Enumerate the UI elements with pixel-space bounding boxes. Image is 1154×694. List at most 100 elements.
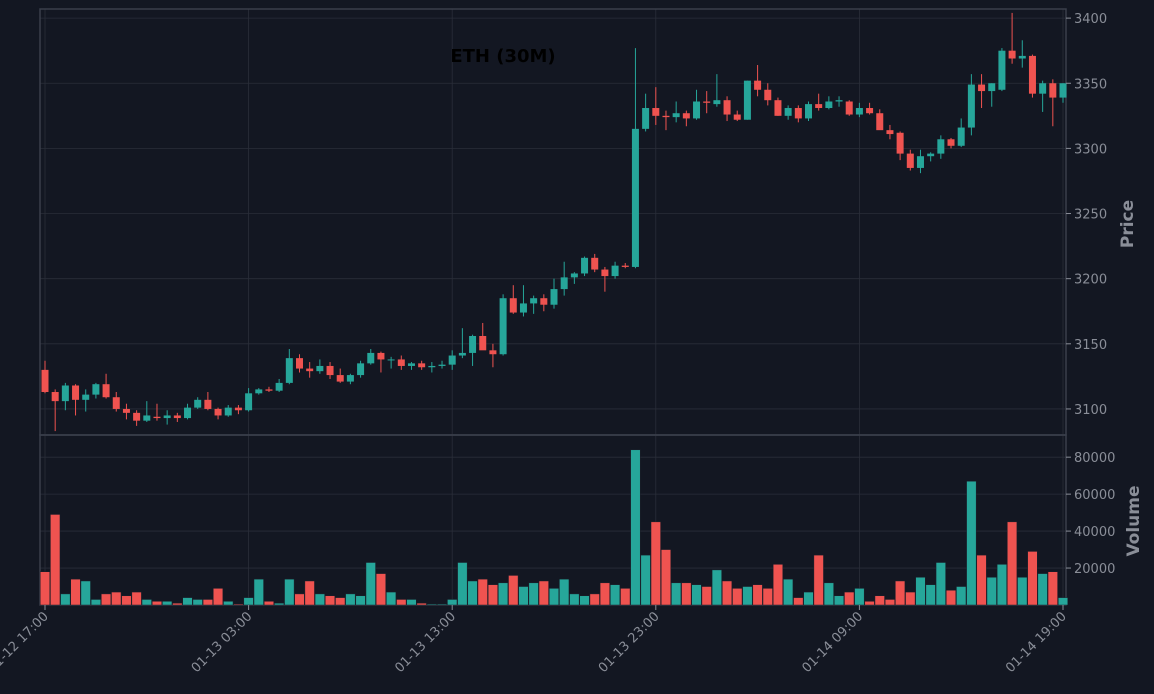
volume-bar: [243, 597, 254, 606]
volume-bar: [956, 586, 967, 606]
volume-bar: [121, 595, 132, 606]
volume-bar: [202, 599, 213, 606]
candle-body: [519, 303, 527, 313]
volume-bar: [742, 586, 753, 606]
candle-body: [1028, 55, 1036, 94]
volume-bar: [223, 601, 234, 606]
candle-body: [876, 113, 884, 131]
volume-bar: [783, 578, 794, 606]
volume-bar: [671, 582, 682, 606]
candle-body: [377, 352, 385, 360]
candle-body: [72, 385, 80, 400]
candle-body: [316, 365, 324, 372]
price-tick-label: 3350: [1074, 77, 1107, 92]
candle-body: [947, 139, 955, 146]
candle-body: [387, 359, 395, 361]
candle-body: [479, 335, 487, 351]
candle-body: [560, 277, 568, 290]
candle-body: [835, 100, 843, 102]
candle-body: [458, 352, 466, 356]
candle-body: [1039, 83, 1047, 94]
candle-body: [682, 113, 690, 119]
candle-body: [397, 359, 405, 366]
candle-body: [275, 382, 283, 391]
volume-bar: [976, 554, 987, 606]
volume-bar: [355, 595, 366, 606]
candle-body: [896, 132, 904, 154]
volume-bar: [813, 554, 824, 606]
volume-bar: [559, 578, 570, 606]
volume-bar: [732, 588, 743, 606]
volume-bar: [406, 599, 417, 606]
volume-bar: [253, 578, 264, 606]
volume-bar: [111, 591, 122, 606]
volume-bar: [793, 597, 804, 606]
candle-body: [784, 108, 792, 116]
candle-body: [916, 156, 924, 168]
candle-body: [418, 363, 426, 368]
candle-body: [509, 298, 517, 313]
candle-body: [407, 363, 415, 366]
volume-bar: [101, 593, 112, 606]
volume-bar: [90, 599, 101, 606]
volume-bar: [528, 582, 539, 606]
candle-body: [153, 416, 161, 419]
volume-bar: [314, 593, 325, 606]
candle-body: [642, 108, 650, 129]
volume-bar: [304, 580, 315, 606]
volume-bar: [1017, 577, 1028, 606]
volume-bar: [498, 582, 509, 606]
volume-bar: [874, 595, 885, 606]
candle-body: [855, 108, 863, 115]
volume-bar: [945, 589, 957, 606]
candle-body: [906, 153, 914, 168]
volume-tick-label: 20000: [1074, 562, 1115, 577]
volume-bar: [966, 480, 977, 606]
candle-body: [41, 369, 49, 393]
volume-bar: [447, 599, 458, 606]
volume-bar: [274, 602, 285, 606]
candle-body: [886, 130, 894, 135]
volume-bar: [691, 584, 702, 606]
volume-bars: [39, 449, 1069, 606]
volume-bar: [60, 593, 71, 606]
volume-bar: [50, 514, 61, 606]
candle-body: [530, 298, 538, 304]
volume-bar: [640, 554, 651, 606]
candle-body: [570, 273, 578, 278]
volume-bar: [80, 580, 91, 606]
candle-body: [733, 114, 741, 120]
candle-body: [265, 389, 273, 391]
volume-bar: [508, 575, 519, 606]
candle-body: [978, 84, 986, 92]
candle-body: [764, 89, 772, 101]
candle-body: [866, 108, 874, 114]
candle-body: [92, 384, 100, 395]
volume-axis-label: Volume: [1124, 485, 1144, 556]
price-tick-label: 3150: [1074, 338, 1107, 353]
volume-bar: [935, 562, 946, 606]
volume-bar: [701, 586, 712, 606]
candle-body: [61, 385, 69, 402]
candle-body: [163, 415, 171, 419]
candle-body: [998, 50, 1006, 90]
candle-body: [336, 375, 344, 382]
candle-body: [621, 265, 629, 267]
volume-bar: [569, 593, 580, 606]
volume-bar: [39, 571, 51, 606]
candle-body: [662, 115, 670, 118]
candle-body: [988, 83, 996, 92]
candle-body: [112, 397, 120, 409]
candle-body: [601, 269, 609, 277]
candle-body: [346, 375, 354, 382]
candle-body: [194, 399, 202, 408]
price-tick-label: 3100: [1074, 403, 1107, 418]
candle-body: [245, 393, 253, 411]
volume-bar: [1007, 521, 1018, 606]
volume-bar: [772, 564, 783, 606]
candle-body: [469, 335, 477, 353]
volume-bar: [487, 584, 498, 606]
candle-body: [204, 399, 212, 409]
